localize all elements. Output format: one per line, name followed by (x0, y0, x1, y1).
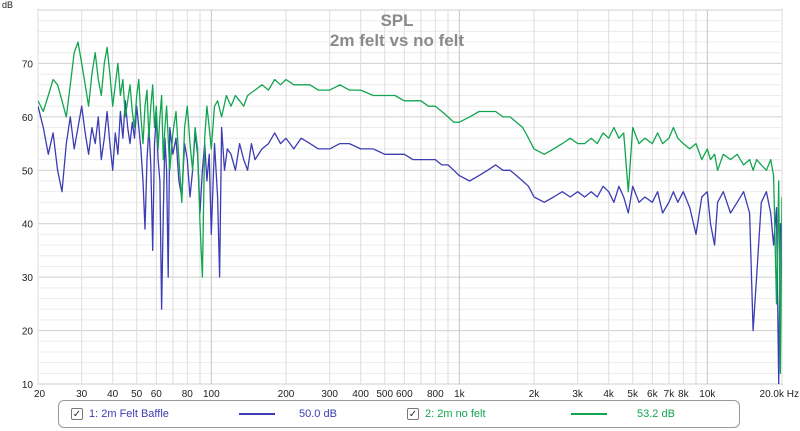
x-tick-label: 1k (454, 389, 466, 400)
x-tick-label: 400 (352, 389, 369, 400)
y-tick-label: 70 (22, 59, 34, 70)
legend-item-series-1[interactable]: ✓ 1: 2m Felt Baffle (71, 401, 169, 427)
series-1-value: 50.0 dB (299, 408, 337, 420)
x-tick-label: 2k (529, 389, 541, 400)
legend: ✓ 1: 2m Felt Baffle 50.0 dB ✓ 2: 2m no f… (58, 400, 740, 428)
series-2-line-swatch (571, 413, 607, 415)
legend-item-series-2[interactable]: ✓ 2: 2m no felt (407, 401, 486, 427)
x-tick-label: 500 (376, 389, 393, 400)
y-tick-label: 40 (22, 220, 34, 231)
x-tick-label: 3k (572, 389, 584, 400)
x-tick-label: 100 (203, 389, 220, 400)
x-tick-label: 20.0k Hz (760, 389, 799, 400)
x-tick-label: 600 (396, 389, 413, 400)
x-tick-labels: 20 30 40 50 60 80 100 200 300 400 500 600 800 1k 2k 3k 4… (34, 389, 799, 400)
series-2-checkbox[interactable]: ✓ (407, 408, 419, 420)
x-tick-label: 7k (664, 389, 676, 400)
y-tick-label: 50 (22, 166, 34, 177)
series-layer (38, 41, 782, 384)
series-1-name: 1: 2m Felt Baffle (89, 408, 169, 420)
x-tick-label: 8k (678, 389, 690, 400)
chart-title: SPL (380, 11, 413, 30)
series-1-checkbox[interactable]: ✓ (71, 408, 83, 420)
y-tick-label: 60 (22, 113, 34, 124)
series-line-1 (38, 100, 782, 384)
x-tick-label: 20 (34, 389, 46, 400)
plot-area (37, 9, 783, 385)
series-1-line-swatch (239, 413, 275, 415)
x-tick-label: 60 (151, 389, 163, 400)
x-tick-label: 4k (603, 389, 615, 400)
series-2-value: 53.2 dB (637, 408, 675, 420)
y-tick-label: 10 (22, 380, 34, 391)
series-2-name: 2: 2m no felt (425, 408, 486, 420)
x-tick-label: 300 (321, 389, 338, 400)
x-tick-label: 40 (107, 389, 119, 400)
x-tick-label: 80 (182, 389, 194, 400)
x-tick-label: 30 (76, 389, 88, 400)
x-tick-label: 5k (627, 389, 639, 400)
x-tick-label: 6k (647, 389, 659, 400)
y-axis-label: dB (2, 0, 13, 10)
y-tick-labels: 10 20 30 40 50 60 70 (22, 59, 34, 391)
x-tick-label: 50 (131, 389, 143, 400)
series-line-2 (38, 41, 782, 374)
y-tick-label: 20 (22, 327, 34, 338)
x-tick-label: 200 (278, 389, 295, 400)
chart-subtitle: 2m felt vs no felt (330, 31, 464, 50)
x-tick-label: 800 (427, 389, 444, 400)
x-tick-label: 10k (699, 389, 716, 400)
y-tick-label: 30 (22, 273, 34, 284)
